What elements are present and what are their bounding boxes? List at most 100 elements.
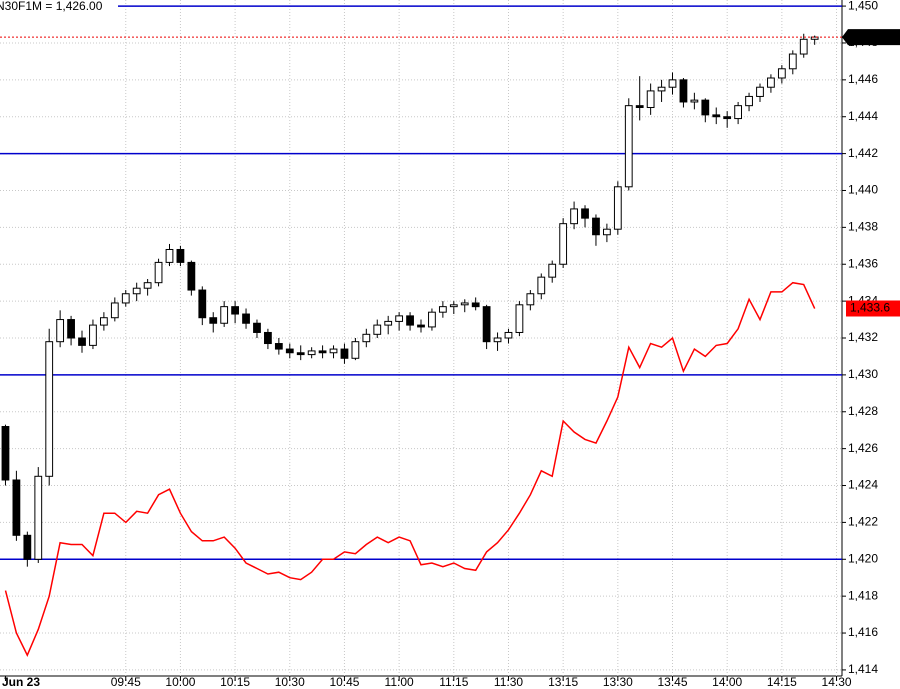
y-tick-label: 1,428 xyxy=(848,404,878,418)
x-tick-label: 11:15 xyxy=(439,675,468,689)
y-tick-label: 1,442 xyxy=(848,146,878,160)
candle-body xyxy=(668,79,677,88)
y-tick-label: 1,432 xyxy=(848,330,878,344)
x-tick-label: 14:30 xyxy=(822,675,852,689)
candle-body xyxy=(384,320,393,326)
y-tick-label: 1,450 xyxy=(848,0,878,12)
candle-body xyxy=(635,105,644,109)
candle-body xyxy=(362,333,371,343)
candle-body xyxy=(351,341,360,359)
candle-body xyxy=(603,228,611,236)
y-tick-label: 1,430 xyxy=(848,367,878,381)
candle-body xyxy=(526,293,535,306)
candle-body xyxy=(187,261,196,291)
candle-body xyxy=(592,217,600,236)
last-value-box xyxy=(846,300,900,317)
candle-body xyxy=(745,95,753,107)
y-tick-label: 1,446 xyxy=(848,72,878,86)
candle-body xyxy=(132,287,141,295)
candle-body xyxy=(438,306,447,313)
x-tick-label: 13:15 xyxy=(548,675,578,689)
candle-body xyxy=(307,350,316,356)
candle-body xyxy=(767,77,775,88)
candle-body xyxy=(231,306,239,315)
candle-body xyxy=(723,116,732,120)
y-tick-label: 1,418 xyxy=(848,588,878,602)
y-tick-label: 1,420 xyxy=(848,551,878,565)
x-tick-label: 10:30 xyxy=(275,675,305,689)
last-price-box xyxy=(842,29,900,46)
candle-body xyxy=(67,319,75,339)
candle-body xyxy=(460,302,469,306)
candle-body xyxy=(154,261,163,284)
x-tick-label: 14:00 xyxy=(712,675,742,689)
candle-body xyxy=(176,248,185,263)
x-tick-label: 14:15 xyxy=(767,675,797,689)
x-tick-label: 13:30 xyxy=(603,675,633,689)
candle-body xyxy=(777,68,786,79)
candle-body xyxy=(220,306,229,324)
x-tick-label: 13:45 xyxy=(657,675,687,689)
candle-body xyxy=(1,426,10,481)
y-tick-label: 1,436 xyxy=(848,256,878,270)
candle-body xyxy=(121,293,130,304)
candle-body xyxy=(12,479,21,536)
y-tick-label: 1,414 xyxy=(848,662,878,676)
candle-body xyxy=(701,99,710,116)
x-tick-label: 09:45 xyxy=(111,675,141,689)
candle-body xyxy=(570,208,578,225)
candle-body xyxy=(690,99,699,103)
candle-body xyxy=(810,36,819,40)
candle-body xyxy=(110,302,119,319)
candle-body xyxy=(515,304,524,333)
candle-body xyxy=(493,337,502,343)
candle-body xyxy=(756,86,764,97)
candle-body xyxy=(395,315,404,322)
candle-body xyxy=(340,348,349,359)
candle-body xyxy=(537,276,546,295)
x-tick-label: Jun 23 xyxy=(2,675,40,689)
candle-body xyxy=(788,53,797,70)
candle-body xyxy=(285,348,294,354)
candle-body xyxy=(45,341,54,477)
candle-body xyxy=(657,86,666,92)
candle-body xyxy=(253,322,261,333)
candle-body xyxy=(23,534,32,560)
title-bg xyxy=(0,0,118,14)
x-tick-label: 11:30 xyxy=(494,675,523,689)
candle-body xyxy=(581,208,589,219)
y-tick-label: 1,424 xyxy=(848,478,878,492)
candle-body xyxy=(56,319,65,343)
candle-body xyxy=(428,311,436,328)
candle-body xyxy=(89,324,97,346)
candle-body xyxy=(406,315,414,326)
candle-body xyxy=(712,114,721,118)
candle-body xyxy=(449,304,458,308)
candle-body xyxy=(329,348,338,354)
candle-body xyxy=(264,331,272,345)
candle-body xyxy=(78,337,86,346)
candle-body xyxy=(34,475,43,560)
last-price-label: 1,448.32 xyxy=(850,29,897,43)
candle-body xyxy=(471,302,480,308)
candle-body xyxy=(799,38,808,55)
candle-body xyxy=(482,306,491,343)
x-tick-label: 11:00 xyxy=(385,675,414,689)
line-series xyxy=(4,281,816,658)
candle-body xyxy=(559,223,568,265)
y-tick-label: 1,416 xyxy=(848,625,878,639)
candle-body xyxy=(165,248,174,263)
x-tick-label: 10:45 xyxy=(329,675,359,689)
y-tick-label: 1,422 xyxy=(848,515,878,529)
y-tick-label: 1,438 xyxy=(848,220,878,234)
candle-body xyxy=(417,324,425,328)
candle-body xyxy=(143,282,152,289)
candle-body xyxy=(734,105,743,120)
candle-body xyxy=(209,317,218,324)
y-tick-label: 1,440 xyxy=(848,183,878,197)
candle-body xyxy=(373,324,382,335)
last-value-label: 1,433.6 xyxy=(850,301,890,315)
candle-body xyxy=(548,263,557,278)
candle-body xyxy=(679,79,688,103)
